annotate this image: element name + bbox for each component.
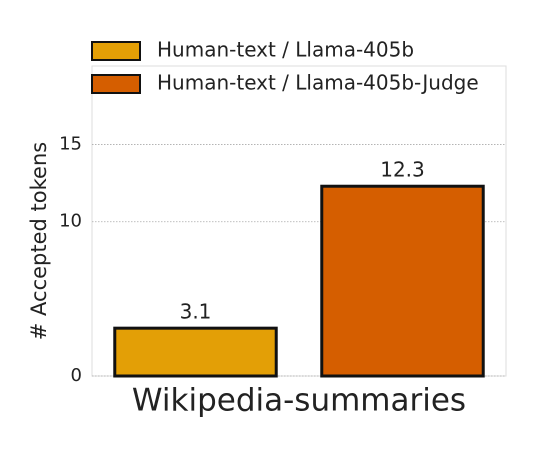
legend-swatch bbox=[91, 74, 141, 94]
legend-swatch bbox=[91, 41, 141, 61]
bar bbox=[113, 326, 278, 378]
value-label: 3.1 bbox=[180, 300, 212, 324]
y-tick-label: 0 bbox=[71, 365, 82, 386]
bar bbox=[320, 184, 485, 378]
value-label: 12.3 bbox=[380, 158, 425, 182]
y-axis-label: # Accepted tokens bbox=[27, 142, 51, 340]
legend-label: Human-text / Llama-405b-Judge bbox=[157, 71, 479, 95]
y-tick-label: 15 bbox=[59, 134, 82, 155]
legend-label: Human-text / Llama-405b bbox=[157, 38, 414, 62]
x-tick-label: Wikipedia-summaries bbox=[132, 383, 466, 419]
y-tick-label: 10 bbox=[59, 211, 82, 232]
